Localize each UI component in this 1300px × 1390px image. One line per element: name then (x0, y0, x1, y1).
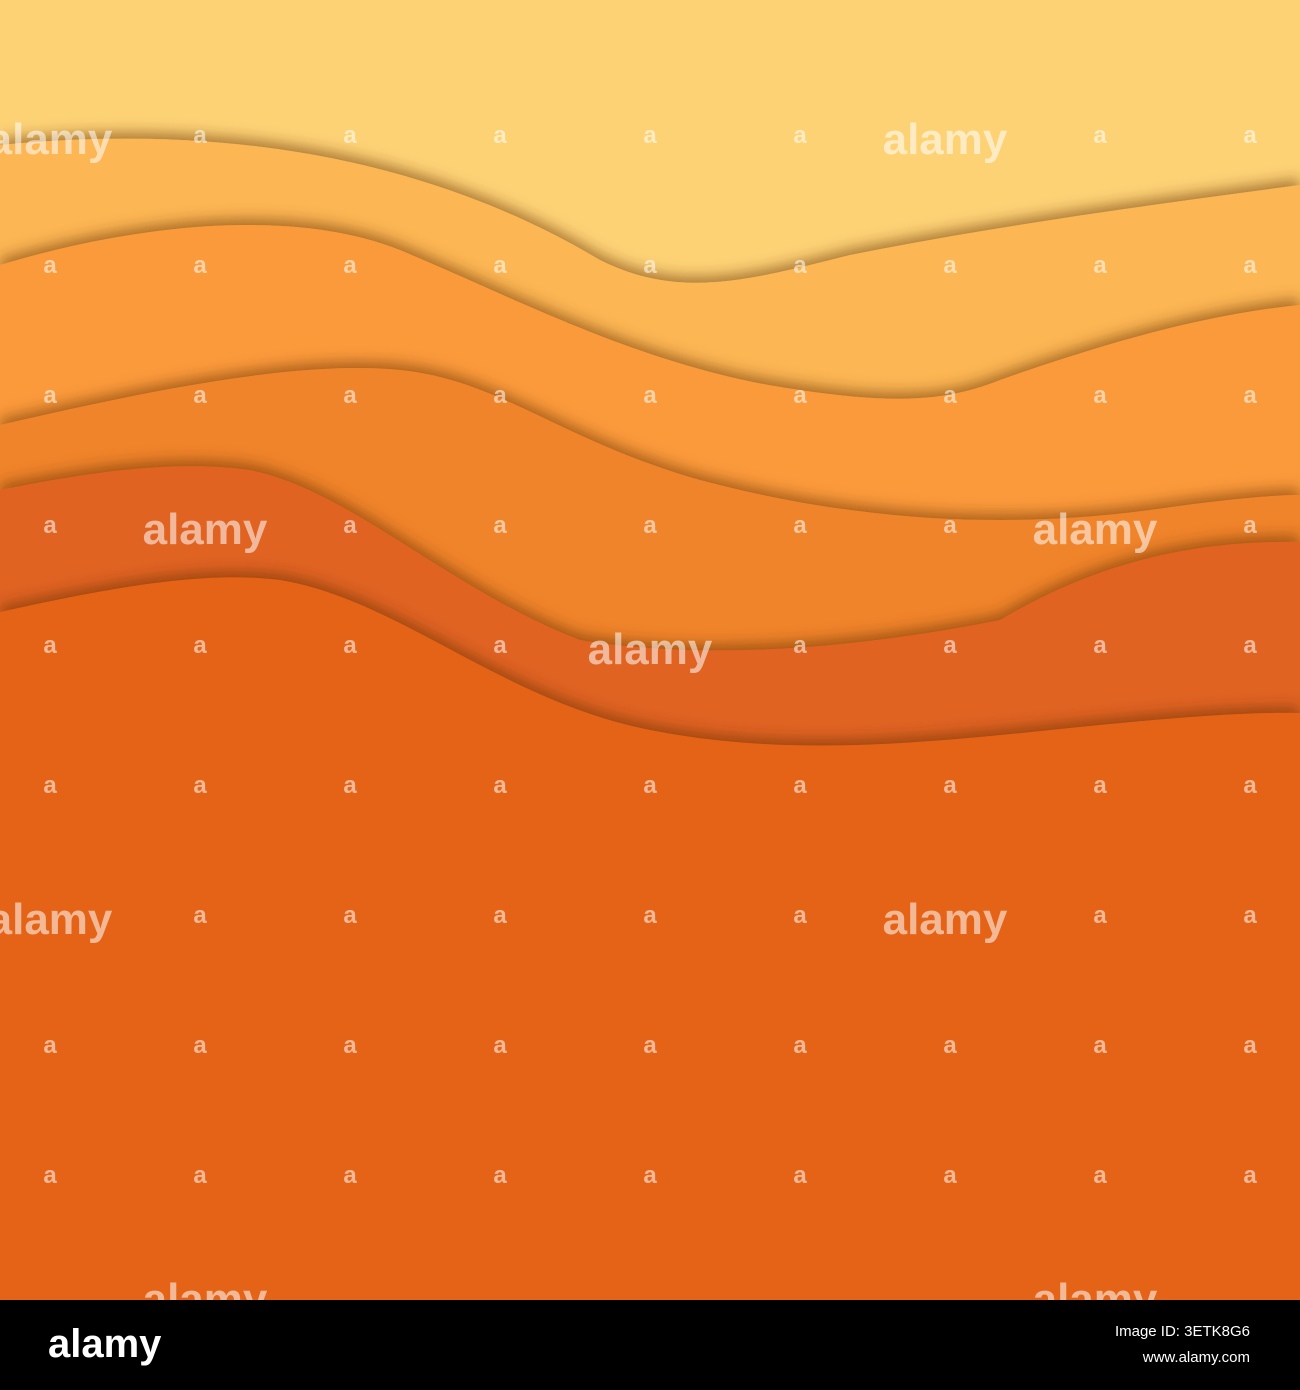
layer-6 (0, 577, 1300, 1300)
watermark-mark: a (643, 772, 657, 799)
watermark-logo: alamy (588, 625, 713, 674)
watermark-mark: a (493, 382, 507, 409)
watermark-mark: a (1243, 632, 1257, 659)
watermark-mark: a (43, 632, 57, 659)
watermark-mark: a (943, 512, 957, 539)
watermark-logo: alamy (0, 115, 113, 164)
watermark-mark: a (343, 772, 357, 799)
watermark-mark: a (1093, 772, 1107, 799)
watermark-mark: a (943, 772, 957, 799)
watermark-mark: a (793, 252, 807, 279)
watermark-mark: a (493, 772, 507, 799)
watermark-mark: a (643, 902, 657, 929)
watermark-mark: a (493, 1162, 507, 1189)
watermark-mark: a (1243, 1032, 1257, 1059)
watermark-mark: a (493, 632, 507, 659)
watermark-mark: a (943, 382, 957, 409)
watermark-mark: a (943, 1162, 957, 1189)
watermark-mark: a (343, 902, 357, 929)
watermark-mark: a (343, 1032, 357, 1059)
watermark-mark: a (1093, 122, 1107, 149)
watermark-mark: a (643, 382, 657, 409)
watermark-mark: a (493, 512, 507, 539)
watermark-mark: a (1093, 382, 1107, 409)
image-id: Image ID: 3ETK8G6 (1115, 1323, 1250, 1340)
watermark-mark: a (1093, 1162, 1107, 1189)
watermark-mark: a (1243, 512, 1257, 539)
watermark-mark: a (43, 252, 57, 279)
watermark-mark: a (1243, 772, 1257, 799)
watermark-mark: a (343, 122, 357, 149)
footer-url: www.alamy.com (1142, 1349, 1250, 1366)
watermark-mark: a (643, 122, 657, 149)
watermark-mark: a (343, 1162, 357, 1189)
watermark-mark: a (793, 1162, 807, 1189)
footer-bar (0, 1300, 1300, 1390)
watermark-mark: a (343, 632, 357, 659)
watermark-mark: a (793, 632, 807, 659)
watermark-mark: a (943, 632, 957, 659)
watermark-mark: a (343, 252, 357, 279)
watermark-mark: a (1243, 252, 1257, 279)
watermark-mark: a (493, 252, 507, 279)
watermark-mark: a (193, 772, 207, 799)
watermark-mark: a (1093, 1032, 1107, 1059)
watermark-mark: a (643, 1032, 657, 1059)
watermark-mark: a (493, 1032, 507, 1059)
watermark-mark: a (193, 382, 207, 409)
watermark-mark: a (793, 122, 807, 149)
watermark-mark: a (193, 902, 207, 929)
watermark-mark: a (193, 122, 207, 149)
watermark-mark: a (1093, 632, 1107, 659)
watermark-mark: a (793, 902, 807, 929)
watermark-mark: a (1243, 122, 1257, 149)
watermark-mark: a (793, 1032, 807, 1059)
watermark-mark: a (43, 512, 57, 539)
watermark-logo: alamy (883, 115, 1008, 164)
watermark-mark: a (193, 1162, 207, 1189)
watermark-mark: a (943, 1032, 957, 1059)
watermark-mark: a (43, 1162, 57, 1189)
watermark-mark: a (43, 772, 57, 799)
watermark-mark: a (643, 252, 657, 279)
watermark-mark: a (1243, 902, 1257, 929)
watermark-logo: alamy (883, 895, 1008, 944)
watermark-mark: a (493, 902, 507, 929)
watermark-mark: a (193, 252, 207, 279)
watermark-mark: a (1093, 902, 1107, 929)
watermark-mark: a (343, 512, 357, 539)
watermark-mark: a (643, 512, 657, 539)
watermark-logo: alamy (0, 895, 113, 944)
watermark-mark: a (343, 382, 357, 409)
watermark-mark: a (793, 512, 807, 539)
watermark-logo: alamy (143, 505, 268, 554)
watermark-mark: a (1243, 1162, 1257, 1189)
watermark-mark: a (193, 1032, 207, 1059)
watermark-mark: a (43, 1032, 57, 1059)
watermark-mark: a (493, 122, 507, 149)
watermark-mark: a (793, 772, 807, 799)
watermark-mark: a (43, 382, 57, 409)
watermark-mark: a (643, 1162, 657, 1189)
footer-logo: alamy (48, 1322, 162, 1366)
watermark-mark: a (1243, 382, 1257, 409)
watermark-mark: a (1093, 252, 1107, 279)
watermark-mark: a (193, 632, 207, 659)
watermark-mark: a (793, 382, 807, 409)
watermark-mark: a (943, 252, 957, 279)
watermark-logo: alamy (1033, 505, 1158, 554)
